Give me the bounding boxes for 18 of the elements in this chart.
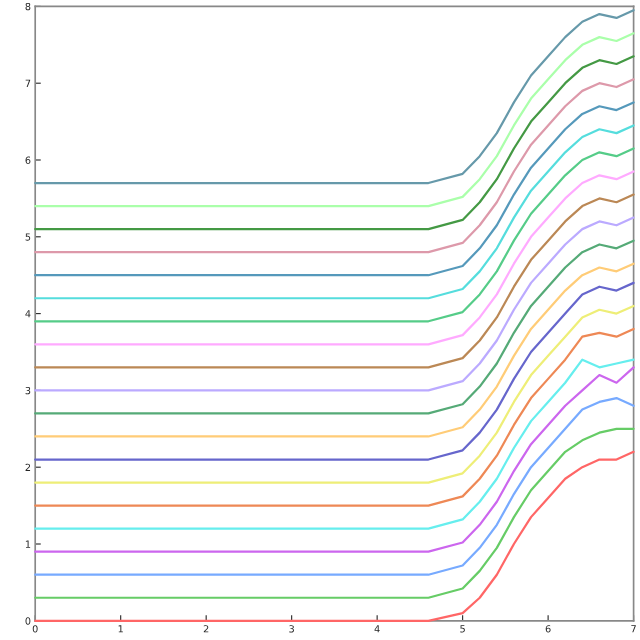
line-series: [34, 239, 635, 415]
line-series: [34, 78, 635, 254]
line-series: [34, 327, 635, 507]
line-series: [34, 170, 635, 346]
line-series: [34, 101, 635, 277]
line-series: [34, 147, 635, 323]
line-series: [34, 193, 635, 369]
line-series: [34, 366, 635, 553]
line-series: [34, 427, 635, 599]
line-series: [34, 262, 635, 438]
line-series: [34, 216, 635, 392]
line-series: [34, 304, 635, 484]
line-series: [34, 32, 635, 208]
line-series: [34, 281, 635, 461]
line-series: [34, 358, 635, 530]
line-series: [34, 396, 635, 576]
line-series: [34, 124, 635, 300]
line-series: [34, 55, 635, 231]
